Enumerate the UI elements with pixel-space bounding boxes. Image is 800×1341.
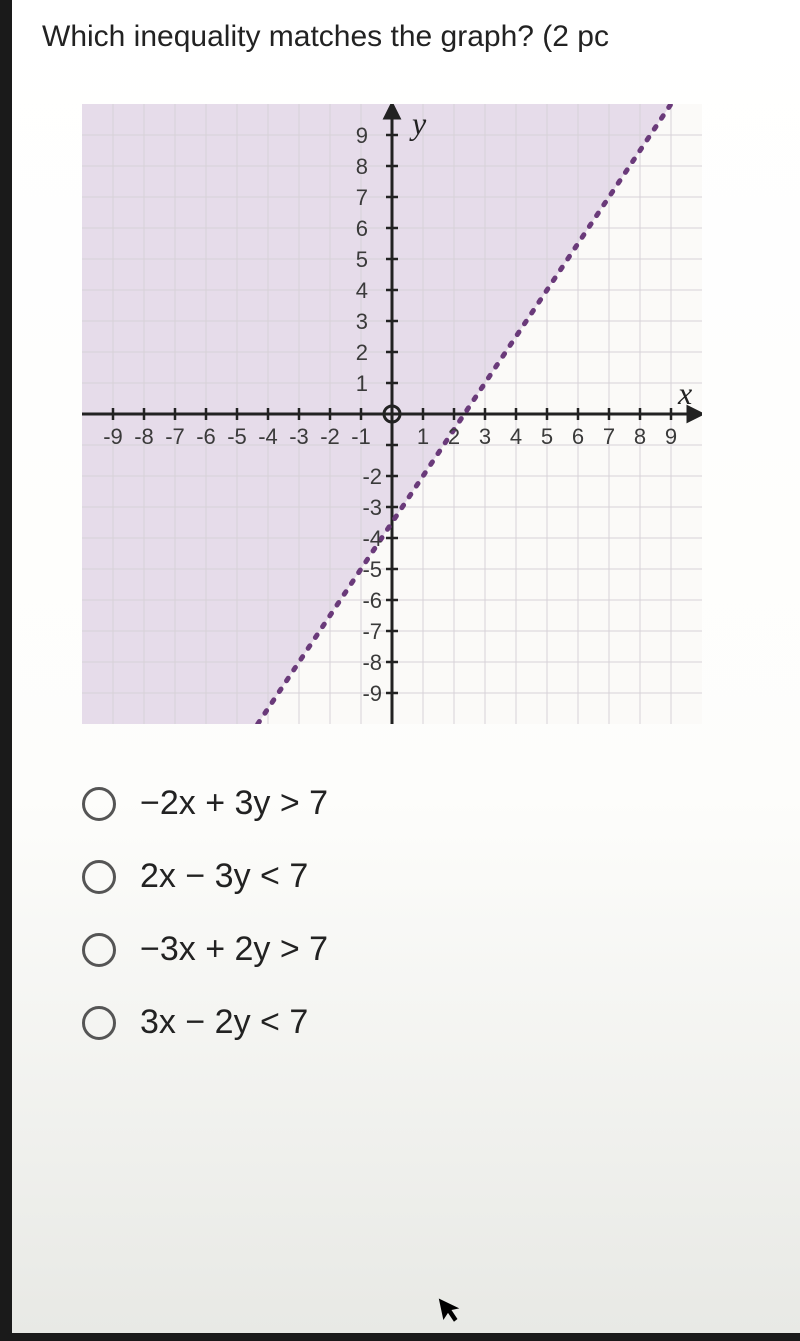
svg-text:7: 7: [356, 185, 368, 210]
svg-text:4: 4: [356, 278, 368, 303]
svg-text:-1: -1: [351, 424, 371, 449]
svg-text:-8: -8: [134, 424, 154, 449]
radio-icon: [82, 933, 116, 967]
svg-text:9: 9: [665, 424, 677, 449]
x-axis-label: x: [677, 375, 692, 411]
svg-text:2: 2: [448, 424, 460, 449]
svg-text:4: 4: [510, 424, 522, 449]
svg-text:-2: -2: [362, 464, 382, 489]
radio-icon: [82, 1006, 116, 1040]
svg-text:6: 6: [356, 216, 368, 241]
svg-text:6: 6: [572, 424, 584, 449]
svg-text:1: 1: [417, 424, 429, 449]
y-ticks-positive: 1 2 3 4 5 6 7 8 9: [356, 123, 368, 396]
option-c-label: −3x + 2y > 7: [140, 930, 328, 969]
svg-text:1: 1: [356, 371, 368, 396]
svg-text:-8: -8: [362, 650, 382, 675]
svg-text:5: 5: [541, 424, 553, 449]
svg-text:8: 8: [356, 154, 368, 179]
answer-options: −2x + 3y > 7 2x − 3y < 7 −3x + 2y > 7 3x…: [82, 784, 770, 1042]
svg-text:-5: -5: [227, 424, 247, 449]
cursor-icon: [436, 1292, 467, 1333]
svg-text:7: 7: [603, 424, 615, 449]
svg-text:-9: -9: [103, 424, 123, 449]
svg-text:2: 2: [356, 340, 368, 365]
svg-text:-7: -7: [165, 424, 185, 449]
option-b-label: 2x − 3y < 7: [140, 857, 308, 896]
y-axis-label: y: [409, 105, 427, 141]
option-c[interactable]: −3x + 2y > 7: [82, 930, 770, 969]
radio-icon: [82, 787, 116, 821]
svg-text:-2: -2: [320, 424, 340, 449]
question-container: Which inequality matches the graph? (2 p…: [0, 0, 800, 1341]
question-text: Which inequality matches the graph? (2 p…: [42, 20, 770, 54]
svg-text:-9: -9: [362, 681, 382, 706]
svg-text:8: 8: [634, 424, 646, 449]
svg-text:-6: -6: [196, 424, 216, 449]
option-d-label: 3x − 2y < 7: [140, 1003, 308, 1042]
svg-text:9: 9: [356, 123, 368, 148]
svg-text:-4: -4: [362, 526, 382, 551]
svg-text:-3: -3: [362, 495, 382, 520]
x-ticks-positive: 1 2 3 4 5 6 7 8 9: [417, 424, 677, 449]
radio-icon: [82, 860, 116, 894]
inequality-graph: y x -9 -8 -7 -6 -5 -4 -3 -2 -1 1 2 3 4 5: [82, 104, 702, 724]
option-a[interactable]: −2x + 3y > 7: [82, 784, 770, 823]
x-ticks-negative: -9 -8 -7 -6 -5 -4 -3 -2 -1: [103, 424, 371, 449]
svg-text:5: 5: [356, 247, 368, 272]
svg-text:-4: -4: [258, 424, 278, 449]
svg-text:-6: -6: [362, 588, 382, 613]
graph-svg: y x -9 -8 -7 -6 -5 -4 -3 -2 -1 1 2 3 4 5: [82, 104, 702, 724]
svg-text:-3: -3: [289, 424, 309, 449]
svg-text:3: 3: [356, 309, 368, 334]
svg-text:-7: -7: [362, 619, 382, 644]
svg-text:-5: -5: [362, 557, 382, 582]
option-d[interactable]: 3x − 2y < 7: [82, 1003, 770, 1042]
option-b[interactable]: 2x − 3y < 7: [82, 857, 770, 896]
option-a-label: −2x + 3y > 7: [140, 784, 328, 823]
svg-text:3: 3: [479, 424, 491, 449]
